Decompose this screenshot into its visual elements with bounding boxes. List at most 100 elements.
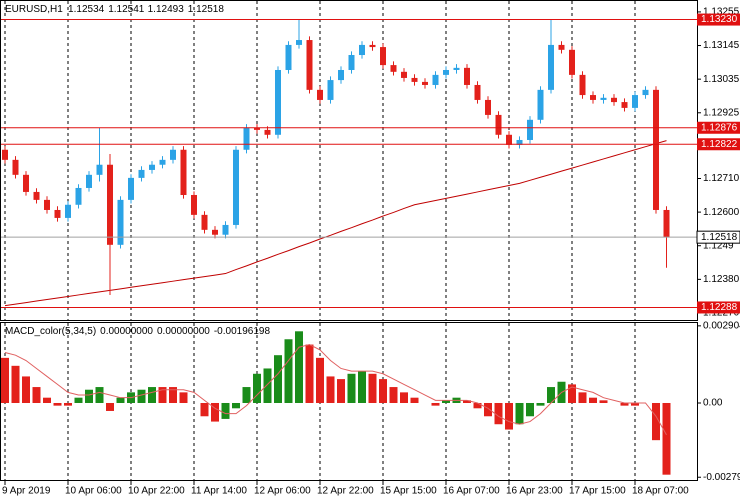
histogram-bar (169, 387, 177, 403)
histogram-bar (1, 357, 9, 403)
x-tick-label: 12 Apr 22:00 (317, 486, 374, 497)
histogram-bar (137, 389, 146, 403)
candle-body (506, 134, 512, 145)
level-label-bg (697, 301, 740, 314)
candle-body (653, 89, 659, 210)
moving-average (4, 140, 667, 307)
histogram-bar (389, 387, 398, 403)
candle-body (516, 139, 523, 145)
readout: 1.12534 (68, 4, 105, 15)
histogram-bar (11, 365, 20, 403)
histogram-bar (599, 400, 608, 403)
histogram-bar (53, 402, 62, 406)
candle-body (128, 177, 134, 200)
candle-body (663, 209, 670, 238)
candle-body (422, 81, 428, 85)
histogram-bar (221, 402, 230, 419)
y-tick-label: 1.12925 (703, 107, 740, 118)
level-label: 1.12288 (701, 302, 738, 313)
y-tick-label: 0.00 (703, 398, 723, 409)
histogram-bar (263, 368, 272, 403)
level-label: 1.13230 (701, 14, 738, 25)
candle-body (464, 67, 470, 85)
candle-body (243, 127, 250, 150)
readout: 0.00000000 (157, 326, 210, 337)
candle-body (2, 149, 8, 160)
candle-body (117, 199, 124, 245)
histogram-bar (85, 389, 93, 403)
candle-body (390, 65, 397, 72)
histogram-bar (536, 402, 545, 406)
candle-body (537, 89, 544, 120)
histogram-bar (526, 402, 534, 417)
candle-body (107, 164, 113, 245)
candle-body (275, 69, 281, 135)
candle-body (54, 209, 61, 218)
histogram-bar (158, 387, 167, 403)
y-tick-label: 1.1249 (703, 240, 734, 251)
candle-body (180, 149, 187, 195)
candle-body (75, 187, 82, 205)
candle-body (369, 44, 376, 48)
bid-label-bg (696, 230, 740, 244)
candle-body (495, 114, 502, 135)
candle-body (254, 127, 260, 130)
histogram-bar (253, 373, 261, 403)
x-tick-label: 11 Apr 14:00 (191, 486, 247, 497)
candle-body (149, 164, 155, 170)
histogram-bar (589, 397, 597, 403)
candle-body (632, 95, 638, 108)
histogram-bar (484, 402, 492, 417)
histogram-bar (578, 392, 587, 403)
histogram-bar (284, 339, 293, 403)
candle-body (401, 71, 407, 78)
candle-body (600, 97, 607, 100)
candle-body (138, 169, 145, 178)
histogram-bar (652, 402, 660, 441)
x-tick-label: 15 Apr 15:00 (380, 486, 437, 497)
candle-body (212, 229, 218, 235)
y-tick-label: 1.13035 (703, 74, 740, 85)
histogram-bar (32, 387, 41, 403)
candle-body (380, 47, 386, 66)
readout: -0.00196198 (214, 326, 271, 337)
level-label: 1.12876 (701, 122, 738, 133)
x-tick-label: 18 Apr 07:00 (632, 486, 689, 497)
histogram-bar (568, 384, 576, 403)
y-tick-label: 1.13255 (703, 7, 740, 18)
x-tick-label: 17 Apr 15:00 (569, 486, 626, 497)
histogram-bar (232, 402, 240, 409)
histogram-bar (547, 387, 555, 403)
y-tick-label: 1.12380 (703, 274, 740, 285)
histogram-bar (515, 402, 524, 425)
candle-body (317, 89, 323, 100)
candle-body (65, 204, 71, 218)
histogram-bar (463, 400, 471, 403)
candle-body (86, 174, 92, 188)
main-frame (0, 0, 698, 321)
candle-body (579, 74, 586, 96)
x-tick-label: 10 Apr 22:00 (128, 486, 185, 497)
candle-body (264, 129, 271, 135)
histogram-bar (505, 402, 513, 430)
candle-body (233, 149, 239, 225)
histogram-bar (347, 373, 356, 403)
candle-body (642, 89, 649, 96)
y-tick-label: 1.13145 (703, 40, 740, 51)
histogram-bar (631, 402, 639, 406)
histogram-bar (274, 355, 282, 403)
bid-label: 1.12518 (701, 232, 738, 243)
readout: 1.12493 (148, 4, 185, 15)
histogram-bar (64, 402, 72, 406)
readout: 1.12518 (188, 4, 225, 15)
histogram-bar (368, 373, 377, 403)
y-tick-label: -0.002796 (703, 472, 740, 483)
histogram-bar (148, 387, 156, 403)
candle-body (201, 214, 208, 230)
candle-body (23, 174, 29, 192)
macd-header: MACD_color(5,34,5) 0.00000000 0.00000000 -0… (5, 326, 270, 337)
histogram-bar (494, 402, 503, 425)
readout: 1.12541 (108, 4, 145, 15)
chart-header: EURUSD,H1 1.12534 1.12541 1.12493 1.12518 (5, 4, 224, 15)
candle-body (338, 69, 344, 81)
